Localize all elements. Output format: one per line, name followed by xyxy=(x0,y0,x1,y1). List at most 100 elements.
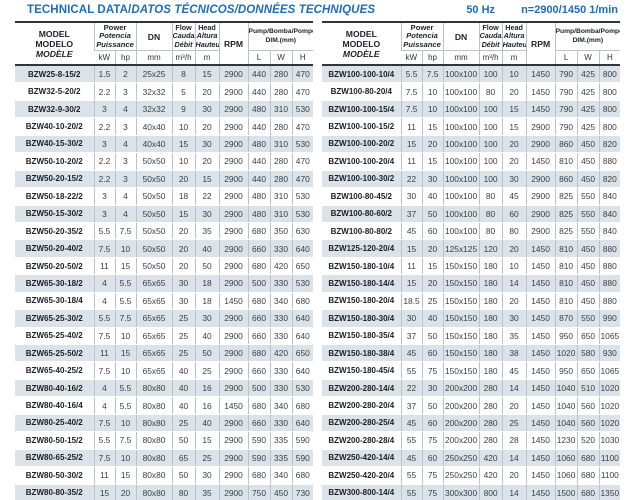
value-cell: 880 xyxy=(598,274,621,293)
value-cell: 2900 xyxy=(218,100,249,119)
value-cell: 80 xyxy=(478,222,503,241)
value-cell: 11 xyxy=(400,117,423,136)
value-cell: 340 xyxy=(269,292,293,311)
value-cell: 60 xyxy=(421,222,444,241)
value-cell: 450 xyxy=(576,152,600,171)
value-cell: 335 xyxy=(269,431,293,450)
value-cell: 10 xyxy=(114,449,137,468)
value-cell: 4 xyxy=(114,187,137,206)
value-cell: 20 xyxy=(194,152,220,171)
value-cell: 800 xyxy=(598,82,621,101)
value-cell: 150x150 xyxy=(442,274,480,293)
speed-value: n=2900/1450 1/min xyxy=(521,4,618,16)
value-cell: 560 xyxy=(576,396,600,415)
value-cell: 60 xyxy=(421,449,444,468)
unit-head-m: m xyxy=(501,50,527,66)
model-cell: BZW80-65-25/2 xyxy=(15,449,94,468)
value-cell: 880 xyxy=(598,152,621,171)
value-cell: 15 xyxy=(171,135,196,154)
model-cell: BZW150-180-35/4 xyxy=(322,327,402,346)
model-label-en: MODEL xyxy=(345,28,377,39)
value-cell: 4 xyxy=(93,396,115,415)
value-cell: 15 xyxy=(93,484,115,500)
model-cell: BZW150-180-20/4 xyxy=(322,292,402,311)
value-cell: 2900 xyxy=(218,466,249,485)
value-cell: 10 xyxy=(114,239,137,258)
value-cell: 18 xyxy=(171,187,196,206)
value-cell: 480 xyxy=(247,100,271,119)
value-cell: 45 xyxy=(400,344,423,363)
value-cell: 10 xyxy=(501,257,527,276)
value-cell: 550 xyxy=(576,205,600,223)
value-cell: 65x65 xyxy=(135,274,173,293)
value-cell: 65x65 xyxy=(135,327,173,346)
value-cell: 30 xyxy=(501,170,527,189)
value-cell: 500 xyxy=(247,379,271,398)
value-cell: 25x25 xyxy=(135,65,173,84)
unit-height: H xyxy=(598,50,621,66)
value-cell: 37 xyxy=(400,396,423,415)
value-cell: 16 xyxy=(194,396,220,415)
value-cell: 30 xyxy=(421,170,444,189)
model-cell: BZW150-180-10/4 xyxy=(322,257,402,276)
value-cell: 310 xyxy=(269,135,293,154)
model-cell: BZW65-25-50/2 xyxy=(15,344,94,363)
value-cell: 425 xyxy=(576,82,600,101)
value-cell: 30 xyxy=(400,187,423,206)
value-cell: 80x80 xyxy=(135,449,173,468)
table-head: MODEL MODELO MODÈLE Power Potencia Puiss… xyxy=(15,22,314,66)
value-cell: 650 xyxy=(291,257,314,276)
value-cell: 20 xyxy=(194,82,220,101)
value-cell: 420 xyxy=(478,466,503,485)
value-cell: 1450 xyxy=(218,396,249,415)
power-label-es: Potencia xyxy=(406,31,438,41)
value-cell: 20 xyxy=(501,152,527,171)
value-cell: 80x80 xyxy=(135,396,173,415)
value-cell: 420 xyxy=(269,257,293,276)
value-cell: 15 xyxy=(194,65,220,84)
value-cell: 425 xyxy=(576,117,600,136)
col-header-rpm: RPM xyxy=(218,22,249,66)
value-cell: 1.5 xyxy=(93,65,115,84)
value-cell: 18 xyxy=(194,274,220,293)
model-cell: BZW100-80-20/4 xyxy=(322,82,402,101)
value-cell: 450 xyxy=(576,239,600,258)
table-row: BZW25-8-15/2 1.5 2 25x25 8 15 2900 440 280 470 xyxy=(15,65,314,84)
value-cell: 450 xyxy=(269,484,293,500)
table-row: BZW40-10-20/2 2.2 3 40x40 10 20 2900 440 280 470 xyxy=(15,117,314,136)
value-cell: 3 xyxy=(93,135,115,154)
value-cell: 660 xyxy=(247,327,271,346)
value-cell: 1450 xyxy=(525,327,556,346)
value-cell: 800 xyxy=(598,100,621,119)
value-cell: 440 xyxy=(247,82,271,101)
value-cell: 680 xyxy=(576,484,600,500)
table-body-right: BZW100-100-10/4 5.5 7.5 100x100 100 10 1450 790… xyxy=(322,65,621,500)
value-cell: 310 xyxy=(269,100,293,119)
value-cell: 1230 xyxy=(554,431,578,450)
value-cell: 450 xyxy=(576,274,600,293)
value-cell: 1350 xyxy=(598,484,621,500)
value-cell: 2900 xyxy=(218,152,249,171)
value-cell: 80x80 xyxy=(135,379,173,398)
model-cell: BZW100-100-15/2 xyxy=(322,117,402,136)
value-cell: 280 xyxy=(269,117,293,136)
value-cell: 16 xyxy=(194,379,220,398)
value-cell: 4 xyxy=(114,205,137,223)
value-cell: 15 xyxy=(114,466,137,485)
value-cell: 50 xyxy=(421,327,444,346)
value-cell: 65x65 xyxy=(135,361,173,380)
value-cell: 800 xyxy=(478,484,503,500)
model-cell: BZW80-25-40/2 xyxy=(15,414,94,433)
value-cell: 50x50 xyxy=(135,187,173,206)
value-cell: 660 xyxy=(247,239,271,258)
spec-table-right: MODEL MODELO MODÈLE Power Potencia Puiss… xyxy=(322,21,621,500)
value-cell: 20 xyxy=(501,239,527,258)
value-cell: 1450 xyxy=(525,484,556,500)
value-cell: 450 xyxy=(576,257,600,276)
value-cell: 1450 xyxy=(525,309,556,328)
value-cell: 990 xyxy=(598,309,621,328)
value-cell: 5.5 xyxy=(114,379,137,398)
value-cell: 1450 xyxy=(218,292,249,311)
model-cell: BZW25-8-15/2 xyxy=(15,65,94,84)
value-cell: 15 xyxy=(400,135,423,154)
